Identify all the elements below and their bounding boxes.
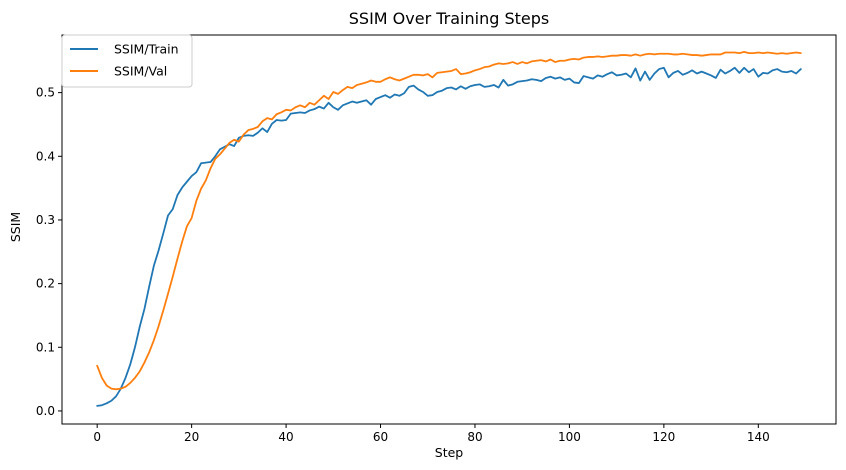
series-lines bbox=[96, 50, 802, 407]
y-tick-label: 0.4 bbox=[36, 149, 55, 163]
legend-label-train: SSIM/Train bbox=[114, 42, 179, 57]
y-tick-label: 0.3 bbox=[36, 213, 55, 227]
y-tick-label: 0.0 bbox=[36, 404, 55, 418]
x-axis: 0 20 40 60 80 100 120 140 bbox=[93, 424, 770, 444]
y-axis: 0.0 0.1 0.2 0.3 0.4 0.5 bbox=[36, 86, 62, 418]
y-tick-label: 0.2 bbox=[36, 277, 55, 291]
x-tick-label: 60 bbox=[373, 430, 388, 444]
x-tick-label: 120 bbox=[652, 430, 675, 444]
y-tick-label: 0.1 bbox=[36, 340, 55, 354]
x-tick-label: 40 bbox=[278, 430, 293, 444]
y-axis-label: SSIM bbox=[8, 212, 23, 242]
x-tick-label: 20 bbox=[184, 430, 199, 444]
series-line-train bbox=[96, 66, 802, 407]
chart-title: SSIM Over Training Steps bbox=[349, 9, 549, 28]
x-tick-label: 100 bbox=[558, 430, 581, 444]
x-tick-label: 0 bbox=[93, 430, 101, 444]
y-tick-label: 0.5 bbox=[36, 86, 55, 100]
x-tick-label: 140 bbox=[747, 430, 770, 444]
x-tick-label: 80 bbox=[467, 430, 482, 444]
legend-label-val: SSIM/Val bbox=[114, 64, 167, 79]
series-line-val bbox=[96, 50, 802, 391]
x-axis-label: Step bbox=[435, 445, 464, 460]
plot-frame bbox=[61, 34, 837, 425]
legend: SSIM/Train SSIM/Val bbox=[61, 34, 193, 88]
plot-area: 0 20 40 60 80 100 120 140 0.0 0.1 0.2 0.3 0.4 0.5 bbox=[36, 34, 837, 444]
